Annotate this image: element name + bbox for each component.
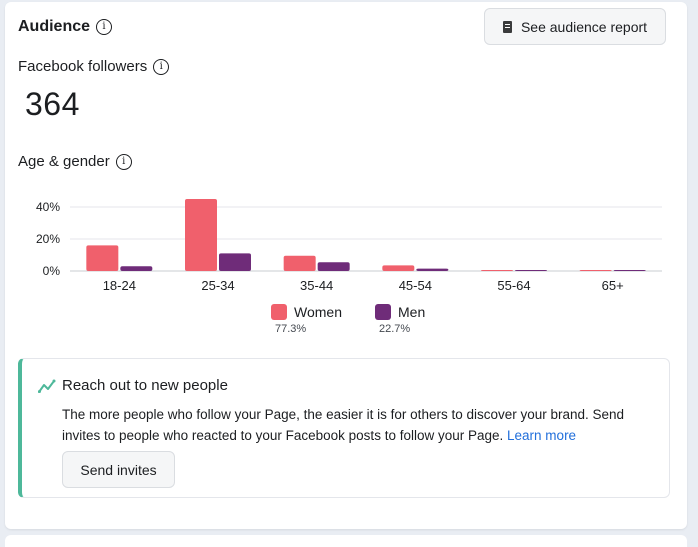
bar-women-35-44[interactable]	[283, 255, 316, 271]
see-audience-report-button[interactable]: See audience report	[484, 8, 666, 45]
bar-men-35-44[interactable]	[317, 262, 350, 271]
bar-women-45-54[interactable]	[382, 265, 415, 271]
bar-men-18-24[interactable]	[120, 266, 153, 271]
bar-women-55-64[interactable]	[481, 270, 513, 271]
legend-label-men: Men	[398, 304, 426, 320]
followers-label-text: Facebook followers	[18, 58, 148, 75]
legend-swatch-men	[375, 304, 391, 320]
legend-men: Men 22.7%	[375, 304, 425, 335]
see-audience-report-label: See audience report	[520, 18, 648, 35]
legend-women: Women 77.3%	[271, 304, 342, 335]
bar-women-25-34[interactable]	[185, 199, 217, 271]
learn-more-link[interactable]: Learn more	[507, 428, 577, 443]
x-tick-label: 25-34	[201, 278, 234, 293]
x-tick-label: 45-54	[399, 278, 432, 293]
followers-label: Facebook followers i	[18, 58, 170, 75]
x-tick-label: 65+	[602, 278, 624, 293]
bar-women-65+[interactable]	[579, 270, 612, 271]
reach-out-tip-card	[18, 358, 670, 498]
info-icon[interactable]: i	[115, 153, 132, 170]
tip-body: The more people who follow your Page, th…	[62, 404, 658, 446]
info-icon[interactable]: i	[153, 58, 170, 75]
tip-body-text: The more people who follow your Page, th…	[62, 407, 625, 443]
legend-swatch-women	[271, 304, 287, 320]
legend-percent-men: 22.7%	[379, 323, 411, 335]
followers-count: 364	[25, 86, 80, 122]
bar-men-55-64[interactable]	[515, 270, 547, 271]
age-gender-label-text: Age & gender	[18, 153, 110, 170]
audience-header: Audience i	[18, 18, 113, 36]
x-tick-label: 55-64	[497, 278, 530, 293]
legend-label-women: Women	[294, 304, 342, 320]
book-icon	[502, 20, 512, 33]
tip-title: Reach out to new people	[62, 377, 228, 394]
bar-men-25-34[interactable]	[219, 253, 251, 271]
bar-men-45-54[interactable]	[416, 268, 449, 271]
legend-percent-women: 77.3%	[275, 323, 307, 335]
x-tick-label: 18-24	[103, 278, 136, 293]
y-tick-label: 40%	[36, 200, 60, 214]
y-tick-label: 20%	[36, 232, 60, 246]
trend-up-icon	[38, 379, 56, 393]
x-tick-label: 35-44	[300, 278, 333, 293]
age-gender-chart: 0% 20% 40% 18-24 25-34 35-44 45-54 55-64 65+	[36, 199, 662, 293]
bar-women-18-24[interactable]	[86, 245, 119, 271]
next-card-edge	[5, 535, 687, 547]
audience-title: Audience	[18, 18, 91, 35]
bar-men-65+[interactable]	[613, 270, 646, 271]
y-tick-label: 0%	[43, 264, 61, 278]
age-gender-label: Age & gender i	[18, 153, 132, 170]
info-icon[interactable]: i	[96, 19, 113, 35]
send-invites-button[interactable]: Send invites	[62, 451, 175, 488]
